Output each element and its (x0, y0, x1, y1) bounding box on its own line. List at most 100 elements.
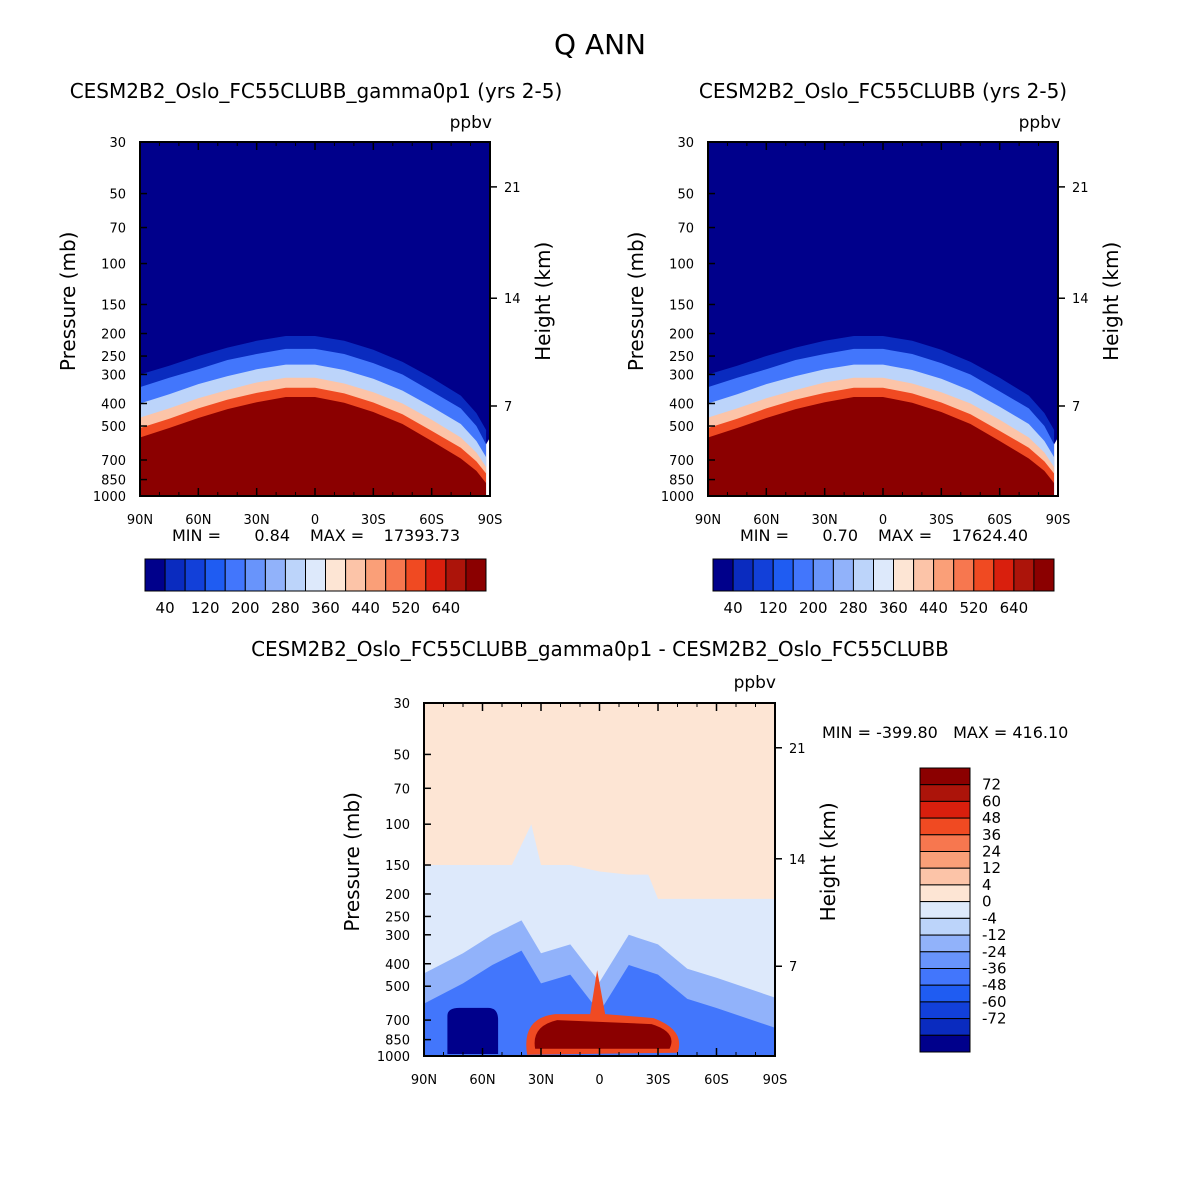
panel-diff-colorbar-swatch (919, 951, 971, 969)
panel-diff-pressure-tick-label: 300 (385, 929, 410, 944)
panel-left-colorbar-swatch (325, 558, 347, 592)
panel-diff-colorbar-label: 12 (982, 859, 1001, 877)
panel-diff-colorbar-label: -48 (982, 976, 1007, 994)
panel-diff-colorbar-swatch (919, 917, 971, 936)
panel-left-units: ppbv (450, 113, 492, 133)
panel-diff-colorbar-swatch (919, 800, 971, 819)
panel-left-pressure-tick-label: 700 (101, 454, 126, 469)
panel-diff-units: ppbv (734, 673, 776, 693)
panel-left-pressure-tick-label: 250 (101, 350, 126, 365)
panel-left-pressure-tick-label: 200 (101, 328, 126, 343)
panel-left-pressure-tick-label: 70 (109, 222, 126, 237)
panel-left-title: CESM2B2_Oslo_FC55CLUBB_gamma0p1 (yrs 2-5… (70, 79, 563, 103)
figure-title: Q ANN (554, 28, 646, 61)
panel-left-height-axis-label: Height (km) (531, 242, 555, 361)
panel-right-colorbar-label: 520 (959, 599, 988, 617)
panel-left-colorbar-swatch (244, 558, 266, 592)
panel-diff-colorbar-swatch (919, 784, 971, 802)
panel-right-pressure-tick-label: 850 (669, 474, 694, 489)
panel-right-colorbar-swatch (873, 558, 895, 592)
panel-diff-lat-tick-label: 0 (595, 1073, 603, 1088)
panel-left-colorbar-swatch (385, 558, 407, 592)
panel-left-colorbar-label: 120 (191, 599, 220, 617)
panel-right-title: CESM2B2_Oslo_FC55CLUBB (yrs 2-5) (699, 79, 1067, 103)
panel-diff-lat-tick-label: 30S (646, 1073, 671, 1088)
panel-diff-lat-tick-label: 60N (469, 1073, 495, 1088)
panel-right-colorbar-label: 280 (839, 599, 868, 617)
panel-left-colorbar-swatch (164, 558, 186, 592)
panel-left-colorbar-swatch (264, 558, 286, 592)
panel-diff-colorbar-label: -24 (982, 943, 1007, 961)
panel-left-min-label: MIN = (172, 526, 221, 545)
panel-diff-height-tick-label: 21 (789, 742, 806, 757)
panel-left-lat-tick-label: 30N (244, 513, 270, 528)
panel-diff-pressure-axis-label: Pressure (mb) (340, 792, 364, 932)
panel-left-pressure-tick-label: 850 (101, 474, 126, 489)
panel-diff-minmax: MIN = -399.80 MAX = 416.10 (822, 723, 1068, 742)
panel-diff-colorbar-swatch (919, 817, 971, 836)
panel-right-band-640 (708, 397, 1055, 496)
panel-diff-colorbar-label: 72 (982, 776, 1001, 794)
panel-left-colorbar-swatch (345, 558, 367, 592)
panel-left-colorbar: 40 120 200 280 360 440 520 640 (144, 558, 487, 617)
panel-left-colorbar-swatch (465, 558, 487, 592)
panel-diff-colorbar-label: 4 (982, 876, 992, 894)
panel-right-colorbar-label: 200 (799, 599, 828, 617)
panel-left-height-tick-label: 7 (504, 400, 512, 415)
panel-left-colorbar-swatch (184, 558, 206, 592)
panel-right-units: ppbv (1019, 113, 1061, 133)
panel-right-colorbar-label: 440 (919, 599, 948, 617)
panel-diff-colorbar-swatch (919, 968, 971, 986)
panel-left-colorbar-swatch (305, 558, 327, 592)
panel-left-colorbar-swatch (144, 558, 166, 592)
panel-diff-lat-tick-label: 30N (528, 1073, 554, 1088)
panel-diff-colorbar-swatch (919, 851, 971, 869)
panel-left-colorbar-label: 440 (351, 599, 380, 617)
panel-diff-height-tick-label: 14 (789, 853, 806, 868)
panel-right-lat-tick-label: 0 (879, 513, 887, 528)
panel-right-pressure-tick-label: 250 (669, 350, 694, 365)
panel-diff-plot (423, 702, 776, 1057)
panel-right-height-axis-label: Height (km) (1099, 242, 1123, 361)
panel-left-pressure-tick-label: 500 (101, 420, 126, 435)
panel-right-axes: 3050701001502002503004005007008501000211… (624, 136, 1123, 528)
panel-right-colorbar-swatch (772, 558, 794, 592)
panel-diff-pressure-tick-label: 500 (385, 980, 410, 995)
panel-diff-lat-tick-label: 90S (763, 1073, 788, 1088)
panel-left-band-640 (140, 397, 487, 496)
panel-right-pressure-tick-label: 700 (669, 454, 694, 469)
panel-left-colorbar-label: 520 (391, 599, 420, 617)
panel-right-colorbar-swatch (752, 558, 774, 592)
panel-right-colorbar-label: 40 (724, 599, 743, 617)
panel-left: CESM2B2_Oslo_FC55CLUBB_gamma0p1 (yrs 2-5… (56, 79, 562, 617)
panel-right-lat-tick-label: 90N (695, 513, 721, 528)
panel-diff-colorbar-label: -12 (982, 926, 1007, 944)
panel-left-colorbar-swatch (204, 558, 226, 592)
panel-diff-pressure-tick-label: 30 (393, 697, 410, 712)
panel-left-height-tick-label: 21 (504, 181, 521, 196)
panel-right-height-tick-label: 21 (1072, 181, 1089, 196)
panel-right-min-value: 0.70 (822, 526, 858, 545)
panel-diff-colorbar-label: 24 (982, 843, 1001, 861)
panel-diff-region-neg-max (447, 1007, 499, 1054)
panel-right-colorbar-swatch (712, 558, 734, 592)
panel-right-height-tick-label: 14 (1072, 292, 1089, 307)
panel-left-colorbar-label: 280 (271, 599, 300, 617)
panel-diff-colorbar-swatch (919, 867, 971, 886)
panel-right-colorbar-swatch (732, 558, 754, 592)
panel-left-colorbar-swatch (224, 558, 246, 592)
panel-right-colorbar-label: 360 (879, 599, 908, 617)
panel-diff-colorbar-label: 48 (982, 809, 1001, 827)
panel-left-min-value: 0.84 (254, 526, 290, 545)
panel-right-pressure-tick-label: 150 (669, 298, 694, 313)
panel-right-pressure-tick-label: 1000 (661, 490, 694, 505)
panel-right-max-value: 17624.40 (952, 526, 1028, 545)
panel-right-pressure-tick-label: 100 (669, 258, 694, 273)
panel-diff-colorbar-swatch (919, 901, 971, 919)
panel-left-axes: 3050701001502002503004005007008501000211… (56, 136, 555, 528)
panel-left-pressure-tick-label: 100 (101, 258, 126, 273)
panel-diff-region-pos-max (534, 1020, 672, 1049)
panel-right-colorbar-swatch (1033, 558, 1055, 592)
panel-right-colorbar-swatch (973, 558, 995, 592)
panel-right-colorbar-label: 120 (759, 599, 788, 617)
